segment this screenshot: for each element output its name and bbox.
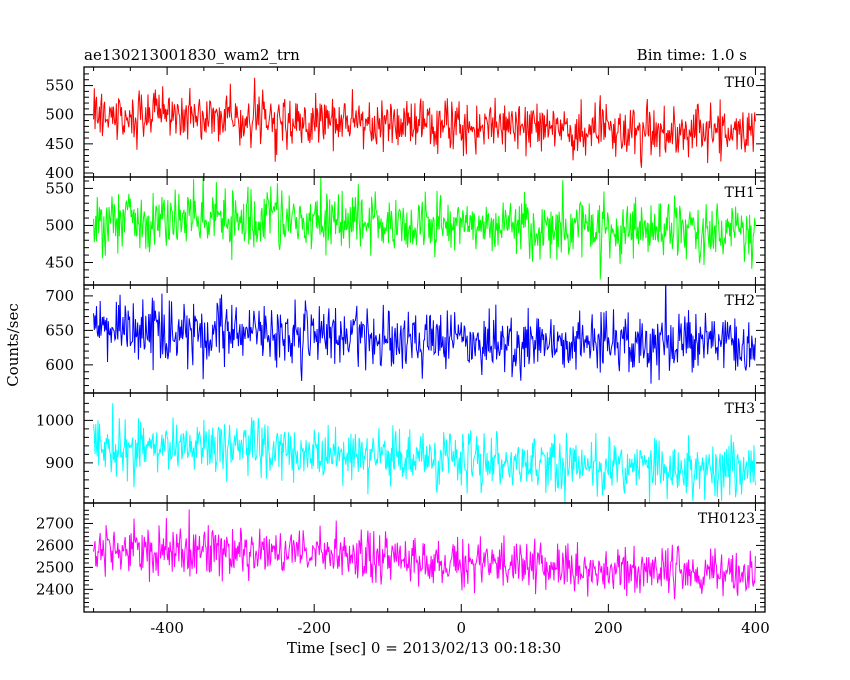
- y-tick-label: 450: [45, 135, 74, 153]
- panel-th0: 400 450 500 550 TH0: [45, 66, 766, 182]
- x-tick-label: 0: [456, 619, 466, 637]
- y-tick-label: 550: [45, 179, 74, 197]
- y-tick-label: 2700: [36, 514, 74, 532]
- series-th0123: [93, 509, 756, 600]
- y-tick-label: 450: [45, 253, 74, 271]
- y-tick-label: 700: [45, 287, 74, 305]
- panel-frame: [83, 392, 766, 504]
- series-th3: [93, 403, 756, 503]
- panel-label: TH2: [725, 293, 755, 309]
- y-tick-label: 500: [45, 106, 74, 124]
- header-bin-time: Bin time: 1.0 s: [637, 46, 747, 64]
- panel-th3: 900 1000 TH3: [36, 392, 766, 504]
- y-tick-label: 500: [45, 216, 74, 234]
- y-tick-label: 400: [45, 164, 74, 182]
- y-tick-label: 600: [45, 356, 74, 374]
- panel-label: TH0: [725, 75, 755, 91]
- header-title: ae130213001830_wam2_trn: [84, 46, 300, 64]
- panel-th1: 450 500 550 TH1: [45, 176, 766, 286]
- x-axis-title: Time [sec] 0 = 2013/02/13 00:18:30: [287, 639, 561, 657]
- x-axis: -400 -200 0 200 400: [150, 619, 770, 637]
- y-tick-label: 2400: [36, 580, 74, 598]
- series-th0: [93, 77, 756, 168]
- panel-label: TH1: [725, 185, 755, 201]
- y-tick-label: 1000: [36, 411, 74, 429]
- y-axis-title: Counts/sec: [4, 303, 22, 387]
- x-tick-label: -400: [150, 619, 184, 637]
- panel-label: TH0123: [698, 511, 755, 527]
- x-tick-label: 200: [594, 619, 623, 637]
- panel-label: TH3: [725, 401, 755, 417]
- y-tick-label: 2500: [36, 558, 74, 576]
- y-tick-label: 650: [45, 321, 74, 339]
- y-tick-label: 900: [45, 454, 74, 472]
- panel-th0123: 2400 2500 2600 2700 TH0123: [36, 502, 766, 613]
- y-tick-label: 550: [45, 77, 74, 95]
- y-tick-label: 2600: [36, 536, 74, 554]
- panel-th2: 600 650 700 TH2: [45, 284, 766, 394]
- x-tick-label: 400: [741, 619, 770, 637]
- x-tick-label: -200: [297, 619, 331, 637]
- series-th2: [93, 285, 756, 384]
- panels-group: 400 450 500 550 TH0 450 500 550 TH1 600 650 700 TH2 9…: [36, 66, 766, 613]
- series-th1: [93, 177, 756, 280]
